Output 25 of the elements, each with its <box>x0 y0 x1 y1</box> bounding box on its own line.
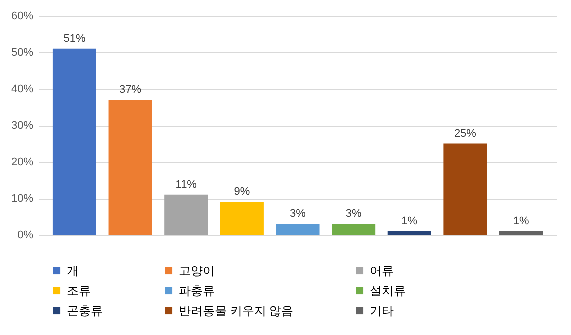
legend-label: 개 <box>67 264 79 278</box>
data-label: 37% <box>120 84 142 96</box>
legend-label: 어류 <box>370 264 394 278</box>
y-tick-label: 40% <box>11 84 34 96</box>
y-tick-label: 30% <box>11 120 34 132</box>
y-tick-label: 50% <box>11 47 34 59</box>
legend-label: 반려동물 키우지 않음 <box>179 304 294 318</box>
data-label: 1% <box>513 215 530 228</box>
data-label: 3% <box>290 208 306 220</box>
data-label: 1% <box>402 215 418 228</box>
legend-label: 설치류 <box>370 284 406 298</box>
data-label: 51% <box>64 32 86 45</box>
data-label: 25% <box>454 128 477 140</box>
legend-label: 파충류 <box>179 284 215 298</box>
data-label: 3% <box>346 208 362 220</box>
legend-label: 조류 <box>67 284 91 298</box>
y-tick-label: 20% <box>11 156 34 168</box>
y-tick-label: 60% <box>11 10 34 22</box>
data-label: 11% <box>176 178 198 191</box>
legend-label: 고양이 <box>179 264 215 278</box>
legend-label: 기타 <box>370 304 394 318</box>
data-label: 9% <box>234 186 250 198</box>
y-tick-label: 10% <box>11 193 34 205</box>
y-tick-label: 0% <box>18 230 34 242</box>
legend-label: 곤충류 <box>67 304 103 318</box>
